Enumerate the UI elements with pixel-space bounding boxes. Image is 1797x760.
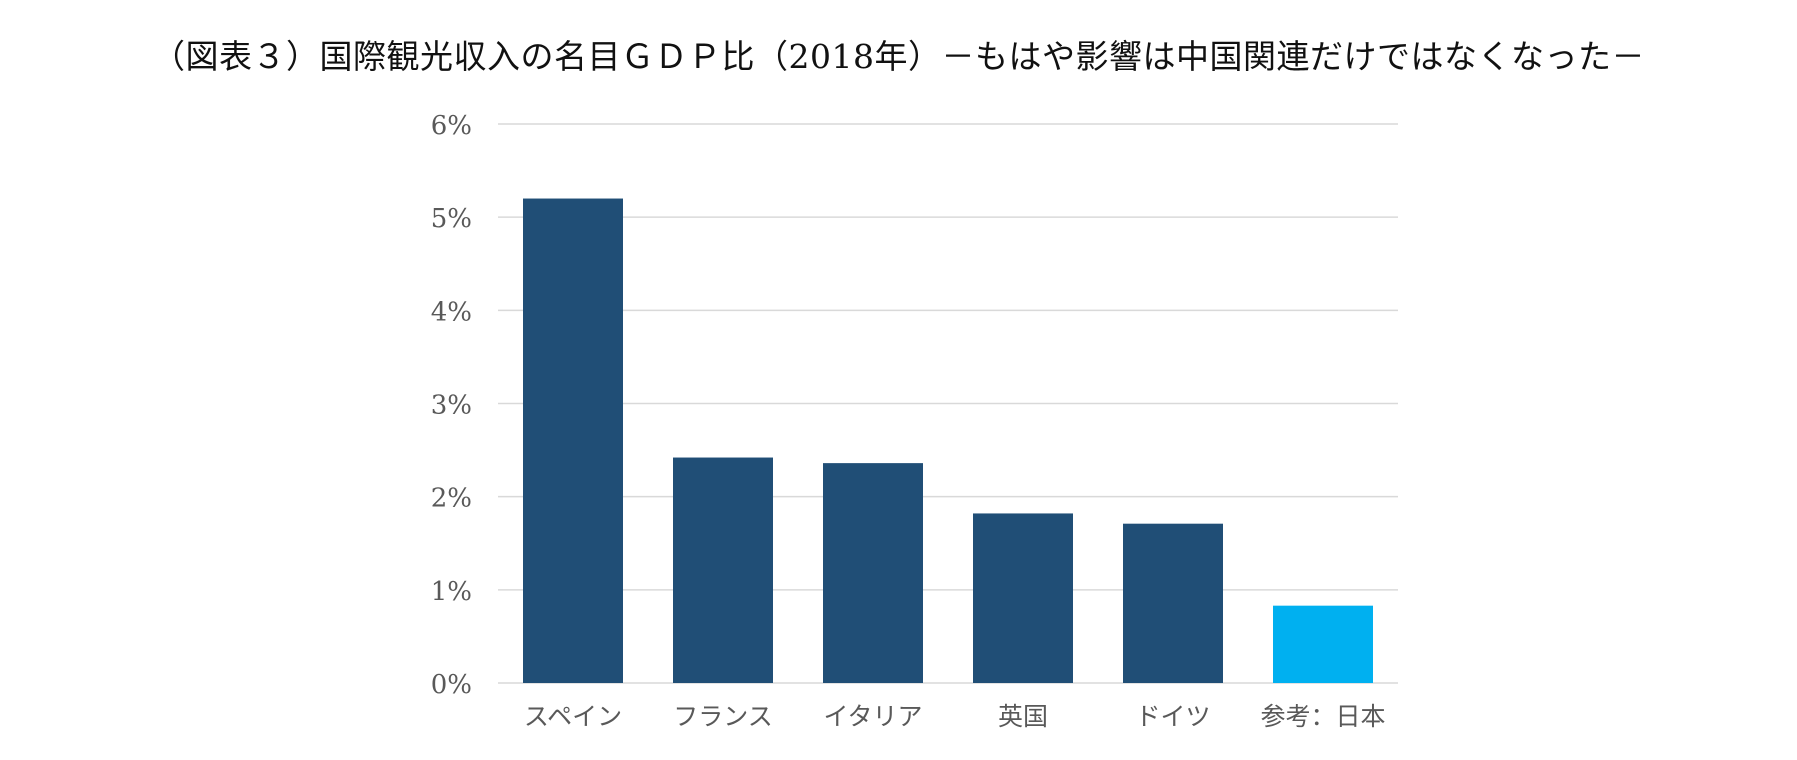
bars bbox=[523, 198, 1373, 684]
x-axis-ticks: スペイン フランス イタリア 英国 ドイツ 参考：日本 bbox=[524, 702, 1386, 731]
y-tick-label: 5% bbox=[431, 204, 472, 234]
y-tick-label: 6% bbox=[431, 111, 472, 141]
bar bbox=[823, 463, 923, 683]
x-tick-label: ドイツ bbox=[1135, 702, 1210, 731]
y-tick-label: 0% bbox=[431, 670, 472, 700]
bar bbox=[673, 457, 773, 683]
chart-title: （図表３）国際観光収入の名目ＧＤＰ比（2018年）－もはや影響は中国関連だけでは… bbox=[152, 37, 1645, 76]
x-tick-label: スペイン bbox=[524, 702, 622, 731]
bar bbox=[973, 513, 1073, 683]
bar bbox=[1123, 523, 1223, 683]
gridlines bbox=[498, 123, 1398, 684]
y-tick-label: 1% bbox=[431, 577, 472, 607]
x-tick-label: イタリア bbox=[823, 702, 922, 731]
x-tick-label: フランス bbox=[673, 702, 773, 731]
bar bbox=[1273, 605, 1373, 683]
bar bbox=[523, 198, 623, 684]
x-tick-label: 英国 bbox=[998, 702, 1048, 731]
y-tick-label: 2% bbox=[431, 484, 472, 514]
x-tick-label: 参考：日本 bbox=[1260, 702, 1385, 731]
y-axis-ticks: 0% 1% 2% 3% 4% 5% 6% bbox=[431, 111, 472, 700]
y-tick-label: 3% bbox=[431, 391, 472, 421]
y-tick-label: 4% bbox=[431, 297, 472, 327]
